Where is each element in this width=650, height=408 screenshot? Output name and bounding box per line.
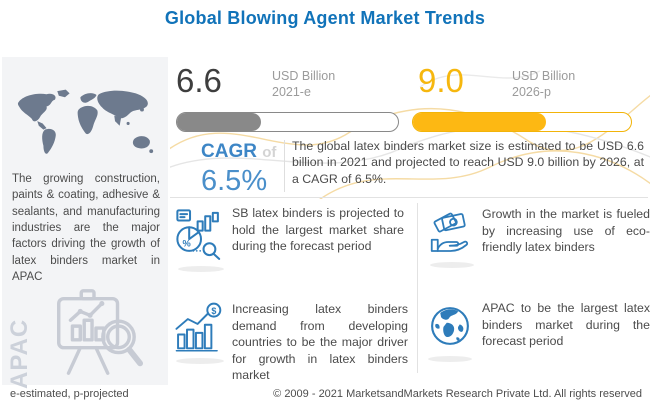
market-size-2021-value: 6.6: [176, 62, 222, 99]
icon-shadow: [176, 358, 224, 364]
icon-shadow: [428, 356, 472, 362]
divider-horizontal: [170, 197, 648, 198]
cagr-block: CAGR of 6.5%: [201, 141, 276, 198]
cagr-label: CAGR: [201, 141, 257, 162]
money-in-hand-icon: [430, 212, 469, 252]
svg-text:$: $: [211, 306, 216, 316]
highlight-sb-latex: SB latex binders is projected to hold th…: [232, 206, 404, 254]
progress-bar-2021: [176, 112, 399, 132]
market-size-2026-value: 9.0: [418, 62, 464, 99]
year-label: 2026-p: [512, 85, 551, 100]
unit-label: USD Billion: [512, 69, 576, 83]
copyright-text: © 2009 - 2021 MarketsandMarkets Research…: [273, 388, 642, 400]
market-summary-text: The global latex binders market size is …: [292, 139, 644, 186]
market-share-analysis-icon: %: [176, 209, 221, 260]
year-label: 2021-e: [272, 85, 311, 100]
page-title: Global Blowing Agent Market Trends: [164, 8, 486, 28]
highlight-apac-largest: APAC to be the largest latex binders mar…: [482, 301, 650, 349]
sidebar: The growing construction, paints & coati…: [2, 57, 168, 389]
highlight-developing-countries: Increasing latex binders demand from dev…: [232, 302, 408, 383]
growth-bars-coin-icon: $: [175, 302, 222, 352]
market-size-2026-unit: USD Billion 2026-p: [512, 68, 575, 101]
divider-vertical-quadrants: [417, 203, 418, 373]
svg-text:%: %: [182, 239, 190, 249]
market-analysis-easel-icon: [57, 289, 143, 375]
progress-bar-2021-fill: [177, 113, 261, 131]
footnote-estimated-projected: e-estimated, p-projected: [10, 388, 129, 400]
world-map-icon: [17, 89, 154, 154]
sidebar-description: The growing construction, paints & coati…: [12, 173, 160, 283]
icon-shadow: [178, 266, 224, 272]
progress-bar-2026-fill: [413, 113, 546, 131]
divider-vertical-small: [284, 140, 285, 192]
cagr-connector: of: [262, 144, 277, 161]
icon-shadow: [430, 262, 474, 268]
unit-label: USD Billion: [272, 69, 336, 83]
region-watermark: APAC: [6, 318, 33, 389]
highlight-eco-friendly: Growth in the market is fueled by increa…: [482, 207, 650, 255]
cagr-value: 6.5%: [201, 165, 268, 197]
progress-bar-2026: [412, 112, 632, 132]
globe-icon: [431, 307, 469, 345]
market-size-2021-unit: USD Billion 2021-e: [272, 68, 335, 101]
